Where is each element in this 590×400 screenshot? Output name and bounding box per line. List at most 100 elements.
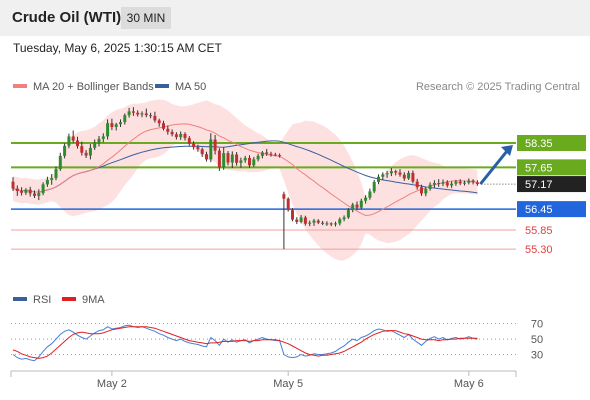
candle-body bbox=[136, 112, 140, 115]
candle-body bbox=[351, 204, 355, 211]
candle-body bbox=[58, 155, 62, 170]
candle-body bbox=[131, 111, 135, 113]
candle-body bbox=[471, 180, 475, 183]
timeframe-badge[interactable]: 30 MIN bbox=[121, 7, 171, 29]
forecast-arrow-shaft bbox=[479, 150, 509, 186]
x-tick-label: May 5 bbox=[273, 378, 303, 390]
current-price-label: 57.17 bbox=[525, 179, 553, 191]
candle-body bbox=[420, 187, 423, 194]
candle-body bbox=[463, 182, 466, 184]
x-tick-label: May 2 bbox=[97, 378, 127, 390]
candle-body bbox=[385, 173, 389, 175]
credit-text: Research © 2025 Trading Central bbox=[416, 81, 580, 93]
candle-body bbox=[187, 138, 191, 144]
candle-body bbox=[454, 181, 458, 184]
candle-body bbox=[402, 174, 406, 179]
candle-body bbox=[329, 223, 333, 225]
candle-body bbox=[445, 182, 449, 186]
candle-body bbox=[230, 154, 234, 163]
level-tag-57.65 bbox=[517, 159, 586, 176]
candle-body bbox=[157, 120, 161, 124]
price-background bbox=[13, 99, 478, 261]
candle-body bbox=[28, 189, 32, 194]
ma20-legend-label: MA 20 + Bollinger Bands bbox=[33, 81, 154, 93]
candle-body bbox=[467, 180, 471, 183]
level-label-55.85: 55.85 bbox=[525, 225, 553, 237]
candle-body bbox=[80, 146, 84, 153]
candle-body bbox=[299, 217, 303, 222]
candle-body bbox=[119, 122, 122, 125]
candle-body bbox=[256, 155, 260, 160]
candle-body bbox=[441, 182, 445, 184]
candle-body bbox=[217, 150, 221, 168]
rsi-ma9-line bbox=[12, 326, 478, 359]
candle-body bbox=[54, 169, 58, 179]
candle-body bbox=[346, 210, 350, 218]
candle-body bbox=[359, 200, 363, 208]
rsi-legend-label: RSI bbox=[33, 294, 51, 306]
candle-body bbox=[84, 152, 88, 156]
candle-body bbox=[338, 219, 342, 224]
level-labels: 58.35 57.65 56.45 55.85 55.30 57.17 bbox=[517, 135, 586, 256]
candle-body bbox=[33, 193, 36, 196]
candle-body bbox=[398, 172, 402, 175]
candle-body bbox=[15, 188, 19, 192]
candle-body bbox=[149, 115, 153, 117]
candle-body bbox=[273, 154, 277, 156]
level-tag-56.45 bbox=[517, 201, 586, 218]
candle-body bbox=[226, 153, 230, 163]
candle-body bbox=[415, 181, 419, 188]
candle-body bbox=[11, 181, 15, 189]
candle-body bbox=[321, 222, 325, 224]
candle-body bbox=[334, 223, 337, 225]
candle-body bbox=[243, 157, 247, 161]
candle-body bbox=[106, 123, 110, 137]
candle-body bbox=[153, 115, 157, 121]
candle-body bbox=[308, 222, 312, 224]
candle-body bbox=[355, 204, 359, 208]
candle-body bbox=[252, 159, 256, 166]
candle-body bbox=[24, 189, 28, 193]
candle-body bbox=[41, 184, 45, 194]
candle-body bbox=[222, 153, 226, 168]
candle-body bbox=[110, 123, 114, 128]
rsi-tick-30: 30 bbox=[531, 350, 543, 362]
candle-body bbox=[381, 174, 385, 177]
candle-body bbox=[37, 193, 41, 196]
candle-body bbox=[432, 183, 436, 185]
candle-body bbox=[389, 171, 393, 174]
candle-body bbox=[192, 143, 196, 148]
chart-title: Crude Oil (WTI) bbox=[12, 9, 122, 26]
candle-body bbox=[312, 220, 316, 223]
ma9-legend-label: 9MA bbox=[82, 294, 105, 306]
candle-body bbox=[368, 191, 372, 198]
candle-body bbox=[407, 172, 411, 179]
x-tick-label: May 6 bbox=[454, 378, 484, 390]
candle-body bbox=[196, 147, 200, 150]
candle-body bbox=[200, 149, 204, 155]
ma20-line bbox=[12, 123, 478, 217]
rsi-tick-50: 50 bbox=[531, 334, 543, 346]
candle-body bbox=[205, 154, 208, 160]
rsi-legend: RSI 9MA bbox=[13, 294, 105, 306]
level-label-58.35: 58.35 bbox=[525, 138, 553, 150]
candle-body bbox=[364, 197, 368, 201]
candle-body bbox=[286, 198, 290, 211]
forecast-arrow-head bbox=[501, 145, 513, 157]
level-label-56.45: 56.45 bbox=[525, 204, 553, 216]
candle-body bbox=[183, 133, 187, 139]
candle-body bbox=[140, 113, 144, 115]
level-label-57.65: 57.65 bbox=[525, 162, 553, 174]
candle-body bbox=[394, 171, 398, 173]
candle-body bbox=[248, 157, 251, 166]
datetime-label: Tuesday, May 6, 2025 1:30:15 AM CET bbox=[13, 41, 222, 55]
candle-body bbox=[144, 113, 148, 116]
candle-body bbox=[170, 131, 174, 135]
candle-body bbox=[213, 139, 217, 151]
candle-body bbox=[123, 115, 127, 123]
candle-body bbox=[235, 154, 239, 163]
candle-body bbox=[76, 140, 79, 147]
candle-body bbox=[377, 176, 380, 182]
candle-body bbox=[20, 191, 24, 193]
